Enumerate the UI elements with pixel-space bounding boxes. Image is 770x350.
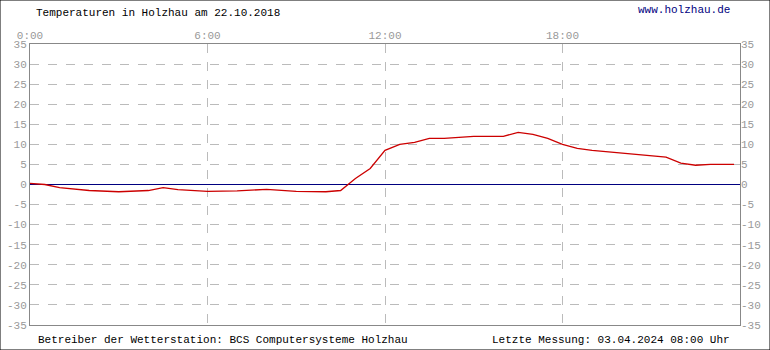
svg-text:-20: -20 [7,260,27,272]
svg-text:-35: -35 [7,320,27,332]
svg-text:30: 30 [741,59,754,71]
svg-text:Letzte Messung: 03.04.2024 08:: Letzte Messung: 03.04.2024 08:00 Uhr [492,334,730,346]
svg-text:20: 20 [741,99,754,111]
svg-text:0:00: 0:00 [17,30,43,42]
svg-text:5: 5 [20,159,27,171]
svg-text:35: 35 [14,39,27,51]
svg-text:6:00: 6:00 [194,30,220,42]
svg-text:15: 15 [14,119,27,131]
svg-text:-15: -15 [741,240,761,252]
svg-text:5: 5 [741,159,748,171]
svg-text:35: 35 [741,39,754,51]
svg-text:25: 25 [741,79,754,91]
svg-text:15: 15 [741,119,754,131]
svg-text:-30: -30 [741,300,761,312]
svg-text:-30: -30 [7,300,27,312]
svg-text:-25: -25 [7,280,27,292]
svg-text:20: 20 [14,99,27,111]
svg-text:18:00: 18:00 [546,30,579,42]
svg-text:10: 10 [741,139,754,151]
svg-text:0: 0 [741,179,748,191]
svg-text:-15: -15 [7,240,27,252]
svg-text:Betreiber der Wetterstation: B: Betreiber der Wetterstation: BCS Compute… [38,334,408,346]
svg-text:-35: -35 [741,320,761,332]
svg-text:-25: -25 [741,280,761,292]
svg-text:30: 30 [14,59,27,71]
svg-text:www.holzhau.de: www.holzhau.de [638,4,730,16]
svg-text:25: 25 [14,79,27,91]
svg-text:-5: -5 [741,199,754,211]
svg-text:-20: -20 [741,260,761,272]
svg-text:0: 0 [20,179,27,191]
svg-text:-10: -10 [741,219,761,231]
svg-text:10: 10 [14,139,27,151]
svg-text:Temperaturen in Holzhau am 22.: Temperaturen in Holzhau am 22.10.2018 [36,7,280,19]
svg-text:-5: -5 [14,199,27,211]
svg-text:12:00: 12:00 [368,30,401,42]
svg-text:-10: -10 [7,219,27,231]
